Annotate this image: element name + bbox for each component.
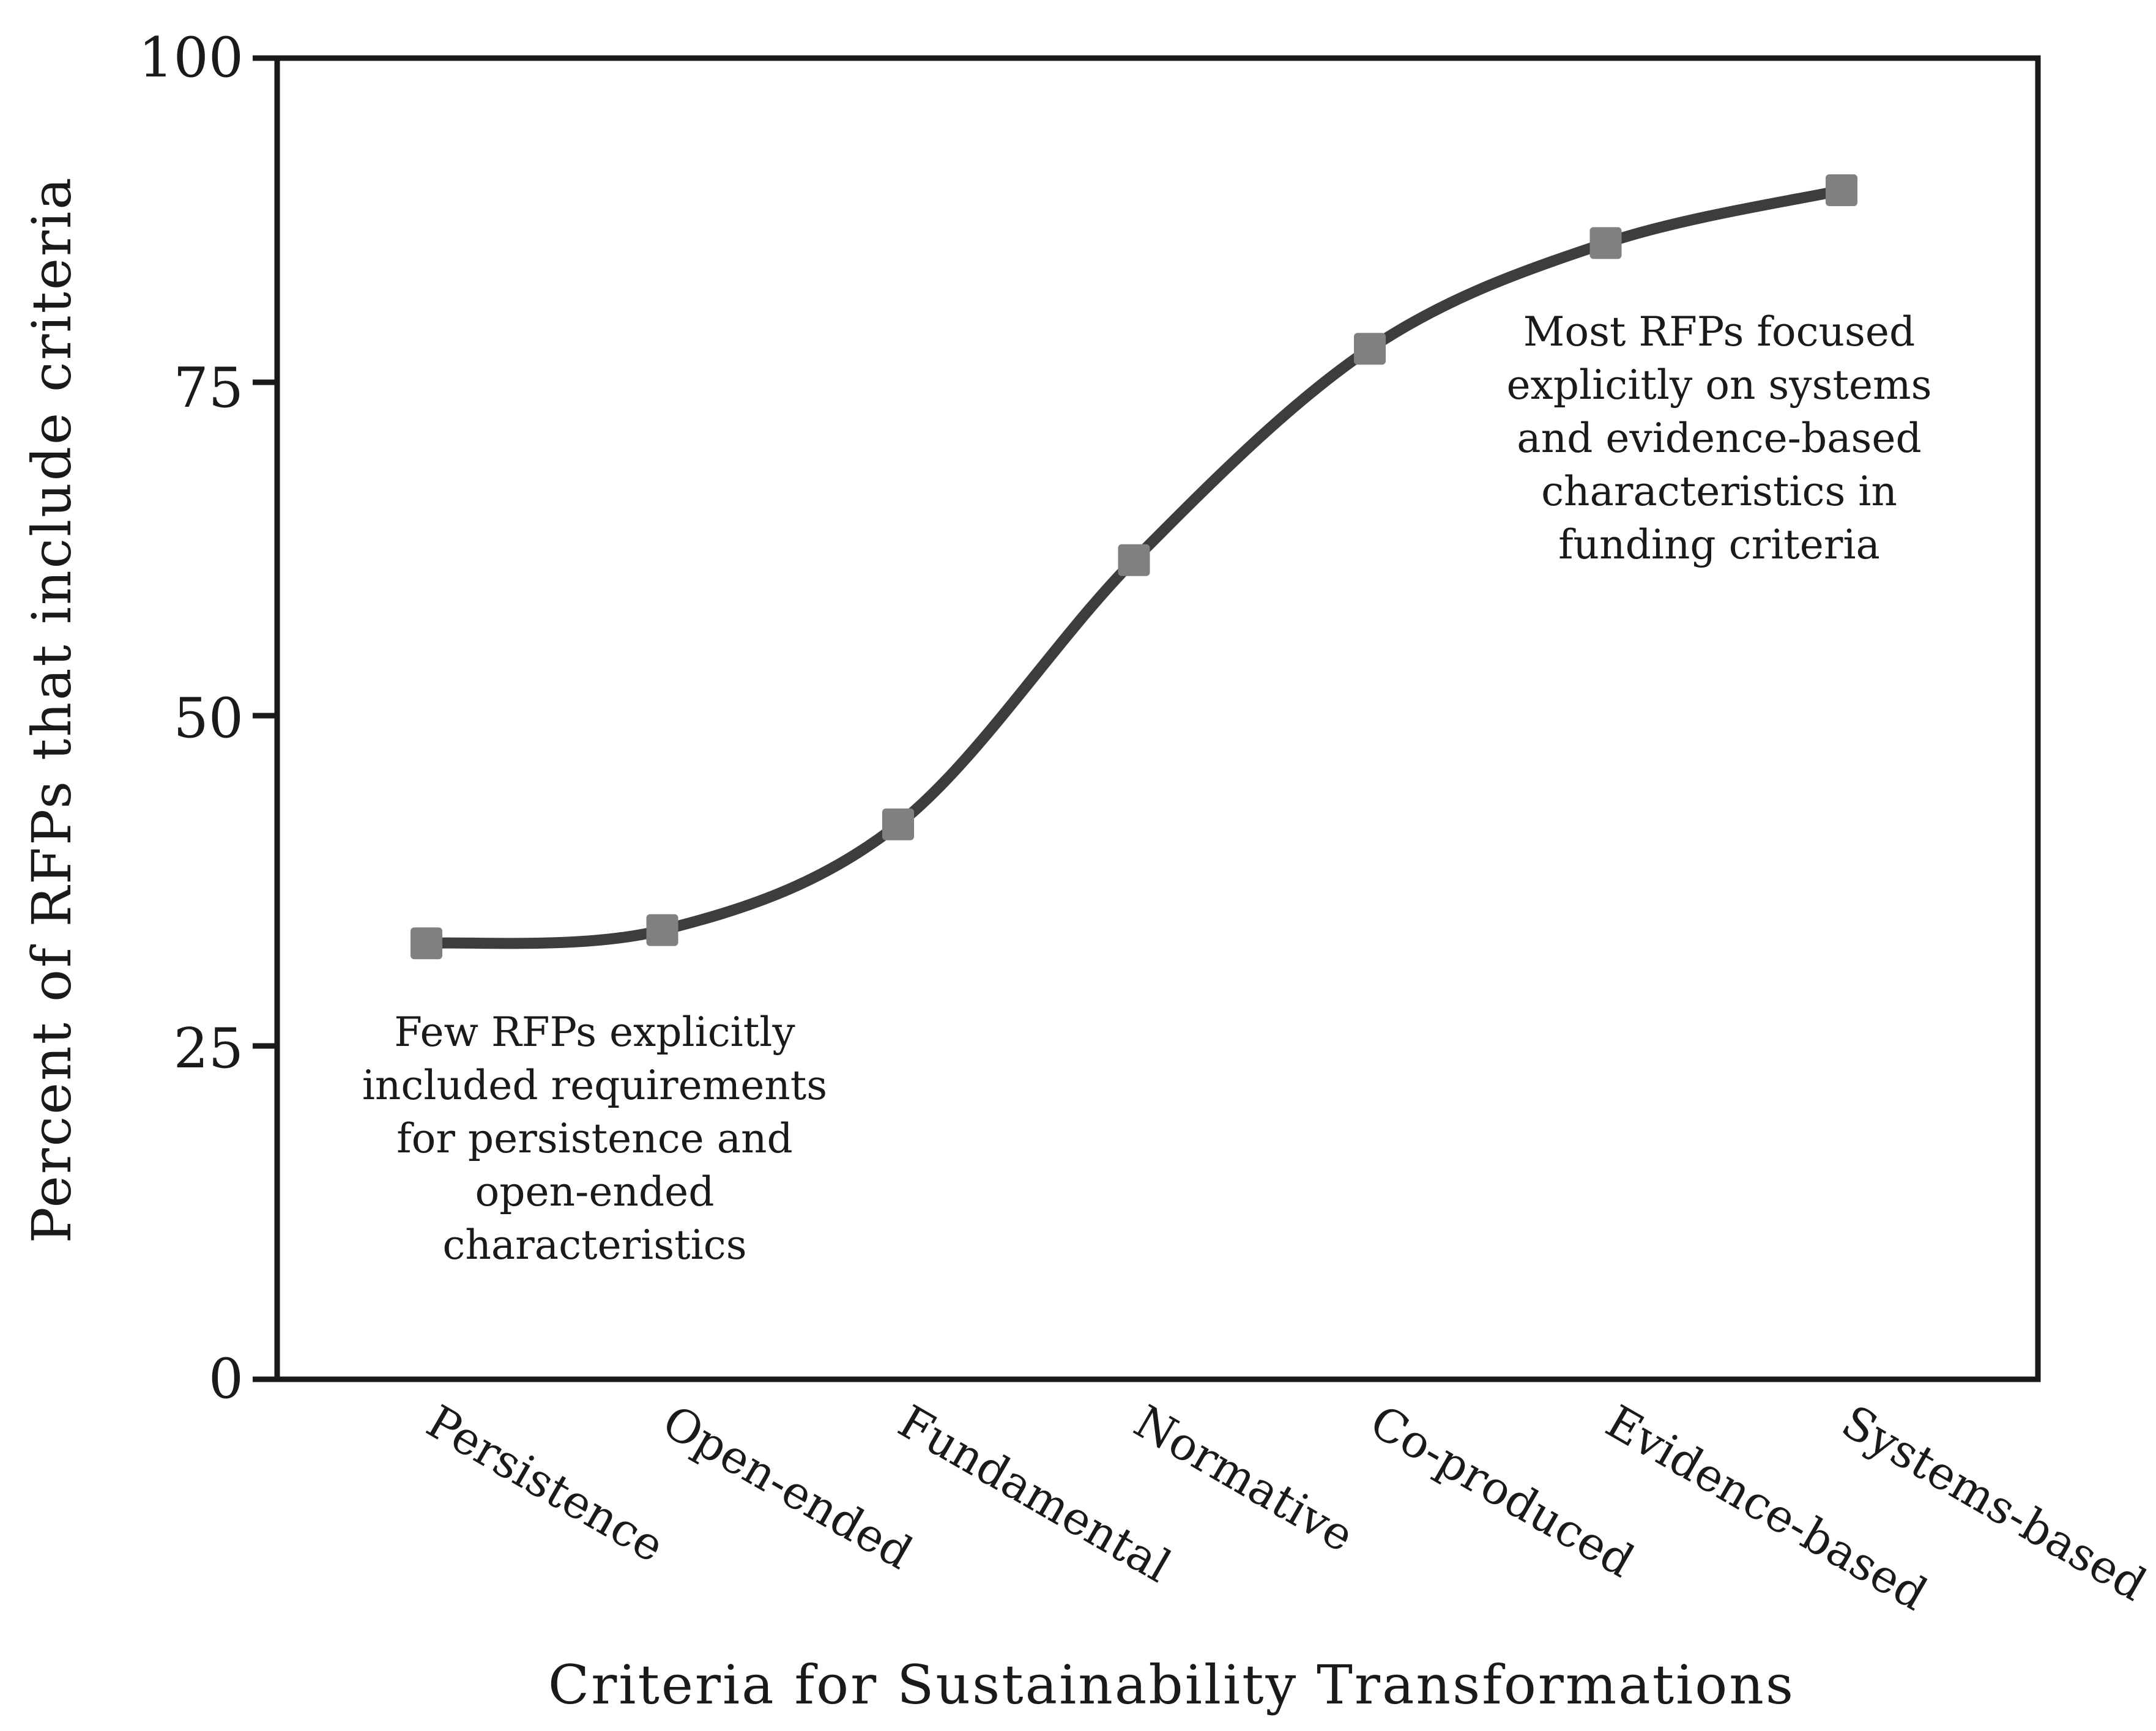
x-tick-label: Open-ended — [654, 1395, 921, 1580]
annotation-low: Few RFPs explicitly included requirements… — [362, 1009, 827, 1269]
annotation-line: open-ended — [475, 1168, 715, 1215]
data-point-fundamental — [882, 808, 914, 840]
y-tick-label: 25 — [173, 1017, 243, 1081]
data-point-persistence — [411, 927, 442, 960]
annotation-line: for persistence and — [396, 1115, 793, 1162]
y-axis-ticks: 0 25 50 75 100 — [138, 26, 243, 1411]
data-point-evidence-based — [1589, 227, 1622, 259]
y-tick-label: 75 — [173, 356, 243, 420]
annotation-line: characteristics — [442, 1221, 746, 1269]
annotation-line: and evidence-based — [1517, 415, 1921, 462]
annotation-line: explicitly on systems — [1507, 361, 1932, 409]
y-axis-title: Percent of RFPs that include criteria — [20, 176, 83, 1243]
y-tick-label: 100 — [138, 26, 243, 90]
data-point-co-produced — [1354, 333, 1386, 365]
data-point-normative — [1118, 544, 1150, 576]
annotation-line: Most RFPs focused — [1523, 308, 1915, 355]
x-axis-title: Criteria for Sustainability Transformati… — [548, 1653, 1795, 1716]
annotation-high: Most RFPs focused explicitly on systems an… — [1507, 308, 1932, 568]
annotation-line: characteristics in — [1541, 468, 1897, 515]
data-point-open-ended — [646, 914, 678, 946]
annotation-line: funding criteria — [1558, 521, 1880, 568]
marker-group — [411, 174, 1857, 960]
plot-frame — [274, 55, 2041, 1382]
y-tick-label: 50 — [173, 686, 243, 751]
annotation-line: included requirements — [362, 1062, 827, 1109]
annotation-line: Few RFPs explicitly — [394, 1009, 795, 1056]
x-tick-label: Persistence — [418, 1395, 673, 1573]
data-point-systems-based — [1826, 174, 1857, 206]
x-tick-label: Co-produced — [1361, 1395, 1643, 1588]
x-axis-ticks: PersistenceOpen-endedFundamentalNormativ… — [418, 1395, 2155, 1621]
y-tick-label: 0 — [209, 1347, 243, 1411]
